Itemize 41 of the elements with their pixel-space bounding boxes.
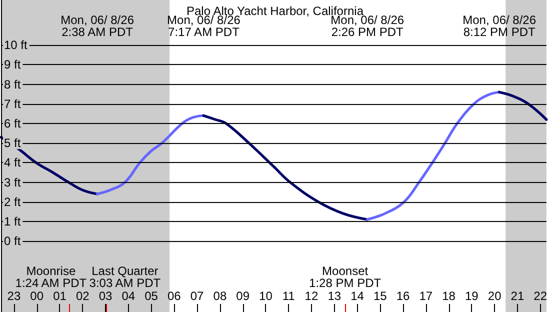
- ref-line-label: Moonset 1:28 PM PDT: [309, 264, 382, 290]
- y-tick-label: 0 ft: [4, 234, 22, 248]
- x-tick-label: 00: [30, 289, 44, 303]
- line-series: [498, 90, 548, 121]
- x-tick-label: 03: [98, 289, 113, 303]
- x-tick-label: 22: [534, 289, 548, 303]
- y-tick-label: 2 ft: [4, 194, 22, 209]
- y-tick-label: 5 ft: [4, 136, 22, 150]
- y-tick-label: 8 ft: [4, 77, 22, 92]
- x-tick-label: 12: [304, 289, 318, 303]
- y-tick-label: 4 ft: [4, 156, 22, 170]
- annotation: Mon, 06/ 8/26 2:38 AM PDT: [60, 13, 134, 39]
- x-tick-label: 13: [328, 289, 342, 303]
- y-tick-label: 9 ft: [4, 58, 22, 72]
- x-tick-label: 17: [419, 289, 433, 303]
- x-tick-label: 05: [144, 289, 158, 303]
- x-tick-label: 21: [510, 289, 524, 303]
- x-tick-label: 04: [122, 289, 136, 303]
- x-tick-label: 15: [373, 289, 388, 303]
- y-tick-label: 3 ft: [4, 175, 22, 190]
- y-tick-label: 7 ft: [4, 96, 22, 111]
- annotation: Mon, 06/ 8/26 8:12 PM PDT: [462, 13, 536, 39]
- x-tick-label: 19: [465, 289, 479, 303]
- ref-line-label: Moonrise 1:24 AM PDT: [15, 264, 87, 290]
- x-tick-label: 09: [236, 289, 250, 303]
- ref-line-label: Last Quarter 3:03 AM PDT: [89, 264, 161, 290]
- x-tick-label: 23: [7, 289, 21, 303]
- x-tick-label: 14: [350, 289, 364, 303]
- x-tick-label: 10: [259, 289, 273, 303]
- y-tick-label: 1 ft: [4, 214, 22, 228]
- x-tick-label: 06: [167, 289, 182, 303]
- x-tick-label: 01: [53, 289, 67, 303]
- y-tick-label: 10 ft: [4, 38, 28, 52]
- x-tick-label: 08: [213, 289, 227, 303]
- x-tick-label: 18: [442, 289, 456, 303]
- x-tick-label: 16: [396, 289, 410, 303]
- y-tick-label: 6 ft: [4, 116, 22, 130]
- x-tick-label: 02: [76, 289, 90, 303]
- x-tick-label: 07: [190, 289, 204, 303]
- x-tick-label: 11: [282, 289, 296, 303]
- x-tick-label: 20: [488, 289, 502, 303]
